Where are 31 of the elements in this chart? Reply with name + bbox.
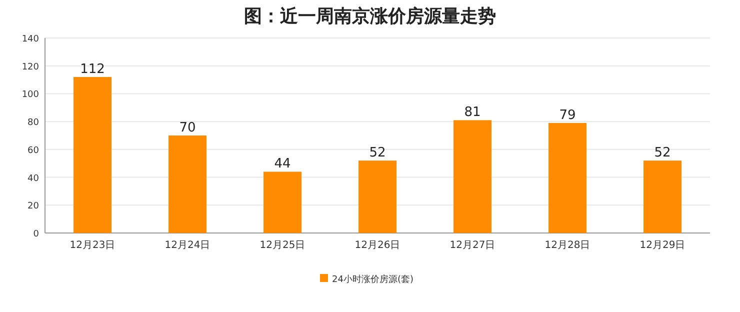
y-tick-label: 60 xyxy=(28,146,40,156)
y-tick-label: 20 xyxy=(28,202,40,212)
y-tick-label: 0 xyxy=(33,230,40,240)
bar xyxy=(168,136,206,233)
data-label: 70 xyxy=(179,120,196,136)
bar xyxy=(548,122,586,233)
data-label: 81 xyxy=(464,105,481,120)
x-tick-label: 12月26日 xyxy=(354,240,400,251)
bar xyxy=(74,77,112,233)
x-tick-label: 12月27日 xyxy=(450,240,496,251)
x-tick-label: 12月24日 xyxy=(164,240,210,251)
x-tick-label: 12月25日 xyxy=(260,240,306,251)
data-label: 52 xyxy=(369,146,386,161)
bar xyxy=(358,160,396,233)
bar xyxy=(454,120,492,233)
data-label: 79 xyxy=(559,108,576,123)
data-label: 112 xyxy=(80,62,105,77)
legend-label: 24小时涨价房源(套) xyxy=(332,274,414,285)
x-tick-label: 12月23日 xyxy=(70,240,116,251)
x-tick-label: 12月28日 xyxy=(544,240,590,251)
y-tick-label: 100 xyxy=(22,90,40,100)
y-tick-label: 40 xyxy=(28,174,40,184)
data-label: 52 xyxy=(654,146,671,161)
chart-title: 图：近一周南京涨价房源量走势 xyxy=(244,6,496,27)
bar xyxy=(264,172,302,233)
y-tick-label: 120 xyxy=(22,62,40,72)
bar xyxy=(644,160,682,233)
y-tick-label: 80 xyxy=(28,118,40,128)
y-tick-label: 140 xyxy=(22,34,40,44)
x-tick-label: 12月29日 xyxy=(640,240,686,251)
data-label: 44 xyxy=(274,156,291,172)
